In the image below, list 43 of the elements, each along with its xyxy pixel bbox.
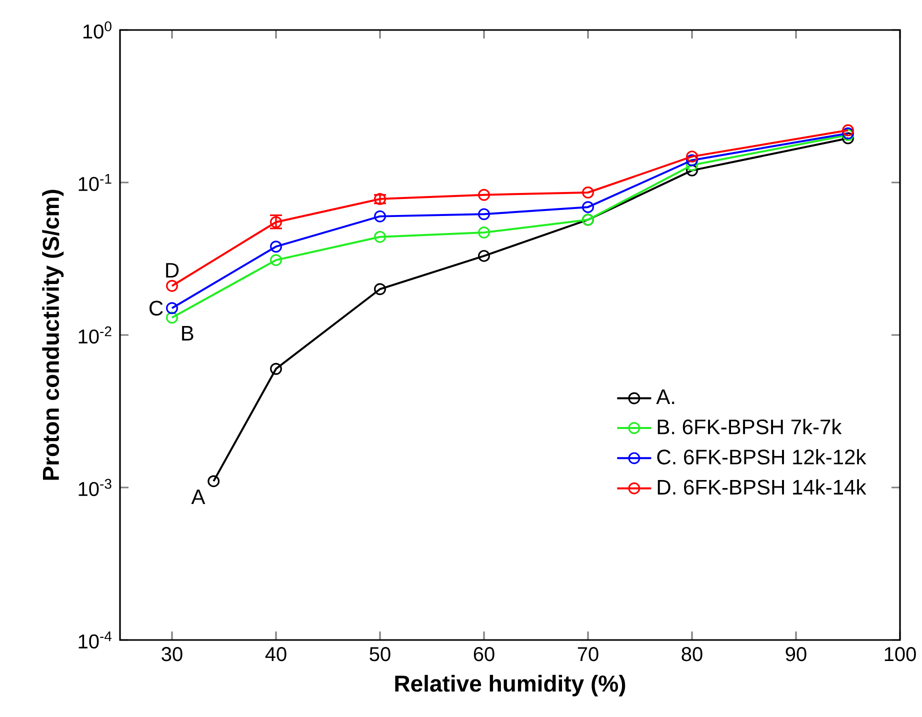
x-tick-label: 80 xyxy=(682,647,702,662)
y-tick-label: 10$^{0}$ xyxy=(83,21,112,39)
point xyxy=(270,362,282,375)
point xyxy=(166,280,178,292)
annotation: D xyxy=(166,263,179,278)
x-tick-label: 90 xyxy=(786,647,806,662)
point xyxy=(478,250,490,262)
point xyxy=(270,240,282,253)
point xyxy=(208,475,220,488)
y-tick-label: 10$^{-1}$ xyxy=(78,174,112,192)
point xyxy=(374,230,386,243)
y-axis-title: Proton conductivity (S/cm) xyxy=(42,190,64,480)
point xyxy=(842,124,854,136)
annotation: A xyxy=(191,490,206,504)
annotation: C xyxy=(150,300,163,316)
point xyxy=(374,283,386,296)
legend-label: B. 6FK-BPSH 7k-7k xyxy=(658,418,842,434)
point xyxy=(478,226,490,238)
x-tick-label: 60 xyxy=(474,647,494,662)
point xyxy=(166,312,178,324)
point xyxy=(582,186,594,198)
point xyxy=(686,150,698,163)
point xyxy=(270,254,282,266)
point xyxy=(374,210,386,222)
x-axis-title: Relative humidity (%) xyxy=(395,674,626,696)
x-tick-label: 50 xyxy=(370,647,390,662)
point xyxy=(686,159,698,172)
y-tick-label: 10$^{-3}$ xyxy=(78,478,112,496)
x-tick-label: 70 xyxy=(578,647,598,662)
legend-label: C. 6FK-BPSH 12k-12k xyxy=(657,449,866,465)
annotation: B xyxy=(182,326,194,340)
point xyxy=(686,154,698,166)
point xyxy=(478,208,490,220)
y-tick-label: 10$^{-4}$ xyxy=(78,631,112,649)
legend-label: A. xyxy=(656,390,674,404)
y-tick-label: 10$^{-2}$ xyxy=(78,326,112,344)
point xyxy=(582,201,594,214)
legend-label: D. 6FK-BPSH 14k-14k xyxy=(658,479,866,495)
point xyxy=(478,188,490,201)
x-tick-label: 40 xyxy=(265,647,286,662)
x-tick-label: 30 xyxy=(162,647,182,662)
point xyxy=(166,302,178,314)
x-tick-label: 100 xyxy=(884,647,916,662)
